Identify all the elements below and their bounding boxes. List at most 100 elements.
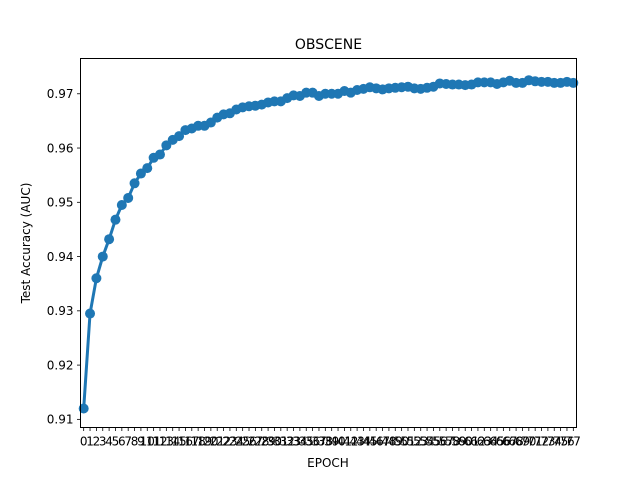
x-tick-label: 6 (118, 435, 126, 449)
x-tick-label: 62 (470, 435, 485, 449)
x-tick-label: 7 (124, 435, 132, 449)
x-tick-label: 66 (496, 435, 511, 449)
x-tick-label: 47 (375, 435, 390, 449)
x-tick-label: 12 (152, 435, 167, 449)
x-tick-label: 63 (477, 435, 492, 449)
data-point (174, 131, 185, 142)
y-tick-label: 0.96 (47, 141, 74, 155)
x-tick-label: 71 (528, 435, 543, 449)
x-tick-label: 73 (540, 435, 555, 449)
x-tick-label: 9 (137, 435, 145, 449)
x-tick-label: 49 (388, 435, 403, 449)
x-tick-label: 21 (210, 435, 225, 449)
data-point (85, 308, 96, 319)
y-axis-label: Test Accuracy (AUC) (19, 183, 33, 305)
x-tick-label: 32 (280, 435, 295, 449)
x-tick-label: 25 (235, 435, 250, 449)
x-tick-label: 8 (131, 435, 139, 449)
x-tick-label: 43 (349, 435, 364, 449)
x-tick-label: 29 (260, 435, 275, 449)
x-tick-label: 11 (146, 435, 161, 449)
x-tick-label: 48 (381, 435, 396, 449)
x-tick-label: 36 (305, 435, 320, 449)
x-tick-label: 54 (419, 435, 434, 449)
x-tick-label: 17 (184, 435, 199, 449)
y-tick-label: 0.92 (47, 358, 74, 372)
x-tick-label: 77 (566, 435, 581, 449)
x-tick-label: 14 (165, 435, 180, 449)
x-tick-label: 20 (203, 435, 218, 449)
data-point (110, 214, 121, 225)
x-tick-label: 33 (286, 435, 301, 449)
x-tick-label: 44 (356, 435, 371, 449)
x-tick-label: 50 (394, 435, 409, 449)
x-tick-label: 72 (534, 435, 549, 449)
x-tick-label: 68 (508, 435, 523, 449)
data-point (91, 273, 102, 284)
data-point (568, 77, 579, 88)
x-tick-label: 39 (324, 435, 339, 449)
data-point (97, 251, 108, 262)
data-point (104, 234, 115, 245)
x-tick-label: 65 (489, 435, 504, 449)
x-tick-label: 2 (93, 435, 101, 449)
y-tick-label: 0.97 (47, 87, 74, 101)
x-tick-label: 5 (112, 435, 120, 449)
data-point (142, 163, 153, 174)
x-tick-label: 60 (458, 435, 473, 449)
data-point (116, 200, 127, 211)
plot-area (78, 75, 579, 414)
x-tick-label: 3 (99, 435, 107, 449)
x-tick-label: 75 (553, 435, 568, 449)
x-tick-label: 59 (451, 435, 466, 449)
x-tick-label: 51 (400, 435, 415, 449)
data-point (123, 192, 134, 203)
x-tick-label: 45 (362, 435, 377, 449)
x-tick-label: 41 (337, 435, 352, 449)
x-tick-label: 69 (515, 435, 530, 449)
data-point (129, 178, 140, 189)
x-tick-label: 4 (105, 435, 113, 449)
data-point (78, 403, 89, 414)
x-tick-label: 28 (254, 435, 269, 449)
x-tick-label: 31 (273, 435, 288, 449)
x-axis-label: EPOCH (307, 456, 349, 470)
x-axis: 0123456789101112131415161718192021222324… (80, 427, 581, 449)
series-line (82, 78, 574, 409)
x-tick-label: 53 (413, 435, 428, 449)
x-tick-label: 22 (216, 435, 231, 449)
x-tick-label: 64 (483, 435, 498, 449)
x-tick-label: 56 (432, 435, 447, 449)
x-tick-label: 46 (369, 435, 384, 449)
x-tick-label: 10 (140, 435, 155, 449)
y-tick-label: 0.93 (47, 304, 74, 318)
y-axis: 0.91 0.92 0.93 0.94 0.95 0.96 0.97 (47, 87, 81, 427)
x-tick-label: 42 (343, 435, 358, 449)
x-tick-label: 30 (267, 435, 282, 449)
x-tick-label: 35 (299, 435, 314, 449)
x-tick-label: 74 (547, 435, 562, 449)
x-tick-label: 67 (502, 435, 517, 449)
x-tick-label: 70 (521, 435, 536, 449)
x-tick-label: 61 (464, 435, 479, 449)
x-tick-label: 37 (311, 435, 326, 449)
x-tick-label: 55 (426, 435, 441, 449)
chart-title: OBSCENE (295, 37, 362, 53)
x-tick-label: 24 (229, 435, 244, 449)
x-tick-label: 38 (318, 435, 333, 449)
x-tick-label: 1 (86, 435, 94, 449)
x-tick-label: 57 (439, 435, 454, 449)
x-tick-label: 27 (248, 435, 263, 449)
y-tick-label: 0.95 (47, 196, 74, 210)
data-point (154, 149, 165, 160)
axes-frame (80, 58, 577, 428)
x-tick-label: 0 (80, 435, 88, 449)
x-tick-label: 76 (559, 435, 574, 449)
x-tick-label: 34 (292, 435, 307, 449)
x-tick-label: 52 (407, 435, 422, 449)
x-tick-label: 23 (222, 435, 237, 449)
x-tick-label: 58 (445, 435, 460, 449)
x-tick-label: 18 (191, 435, 206, 449)
x-tick-label: 16 (178, 435, 193, 449)
y-tick-label: 0.94 (47, 250, 74, 264)
